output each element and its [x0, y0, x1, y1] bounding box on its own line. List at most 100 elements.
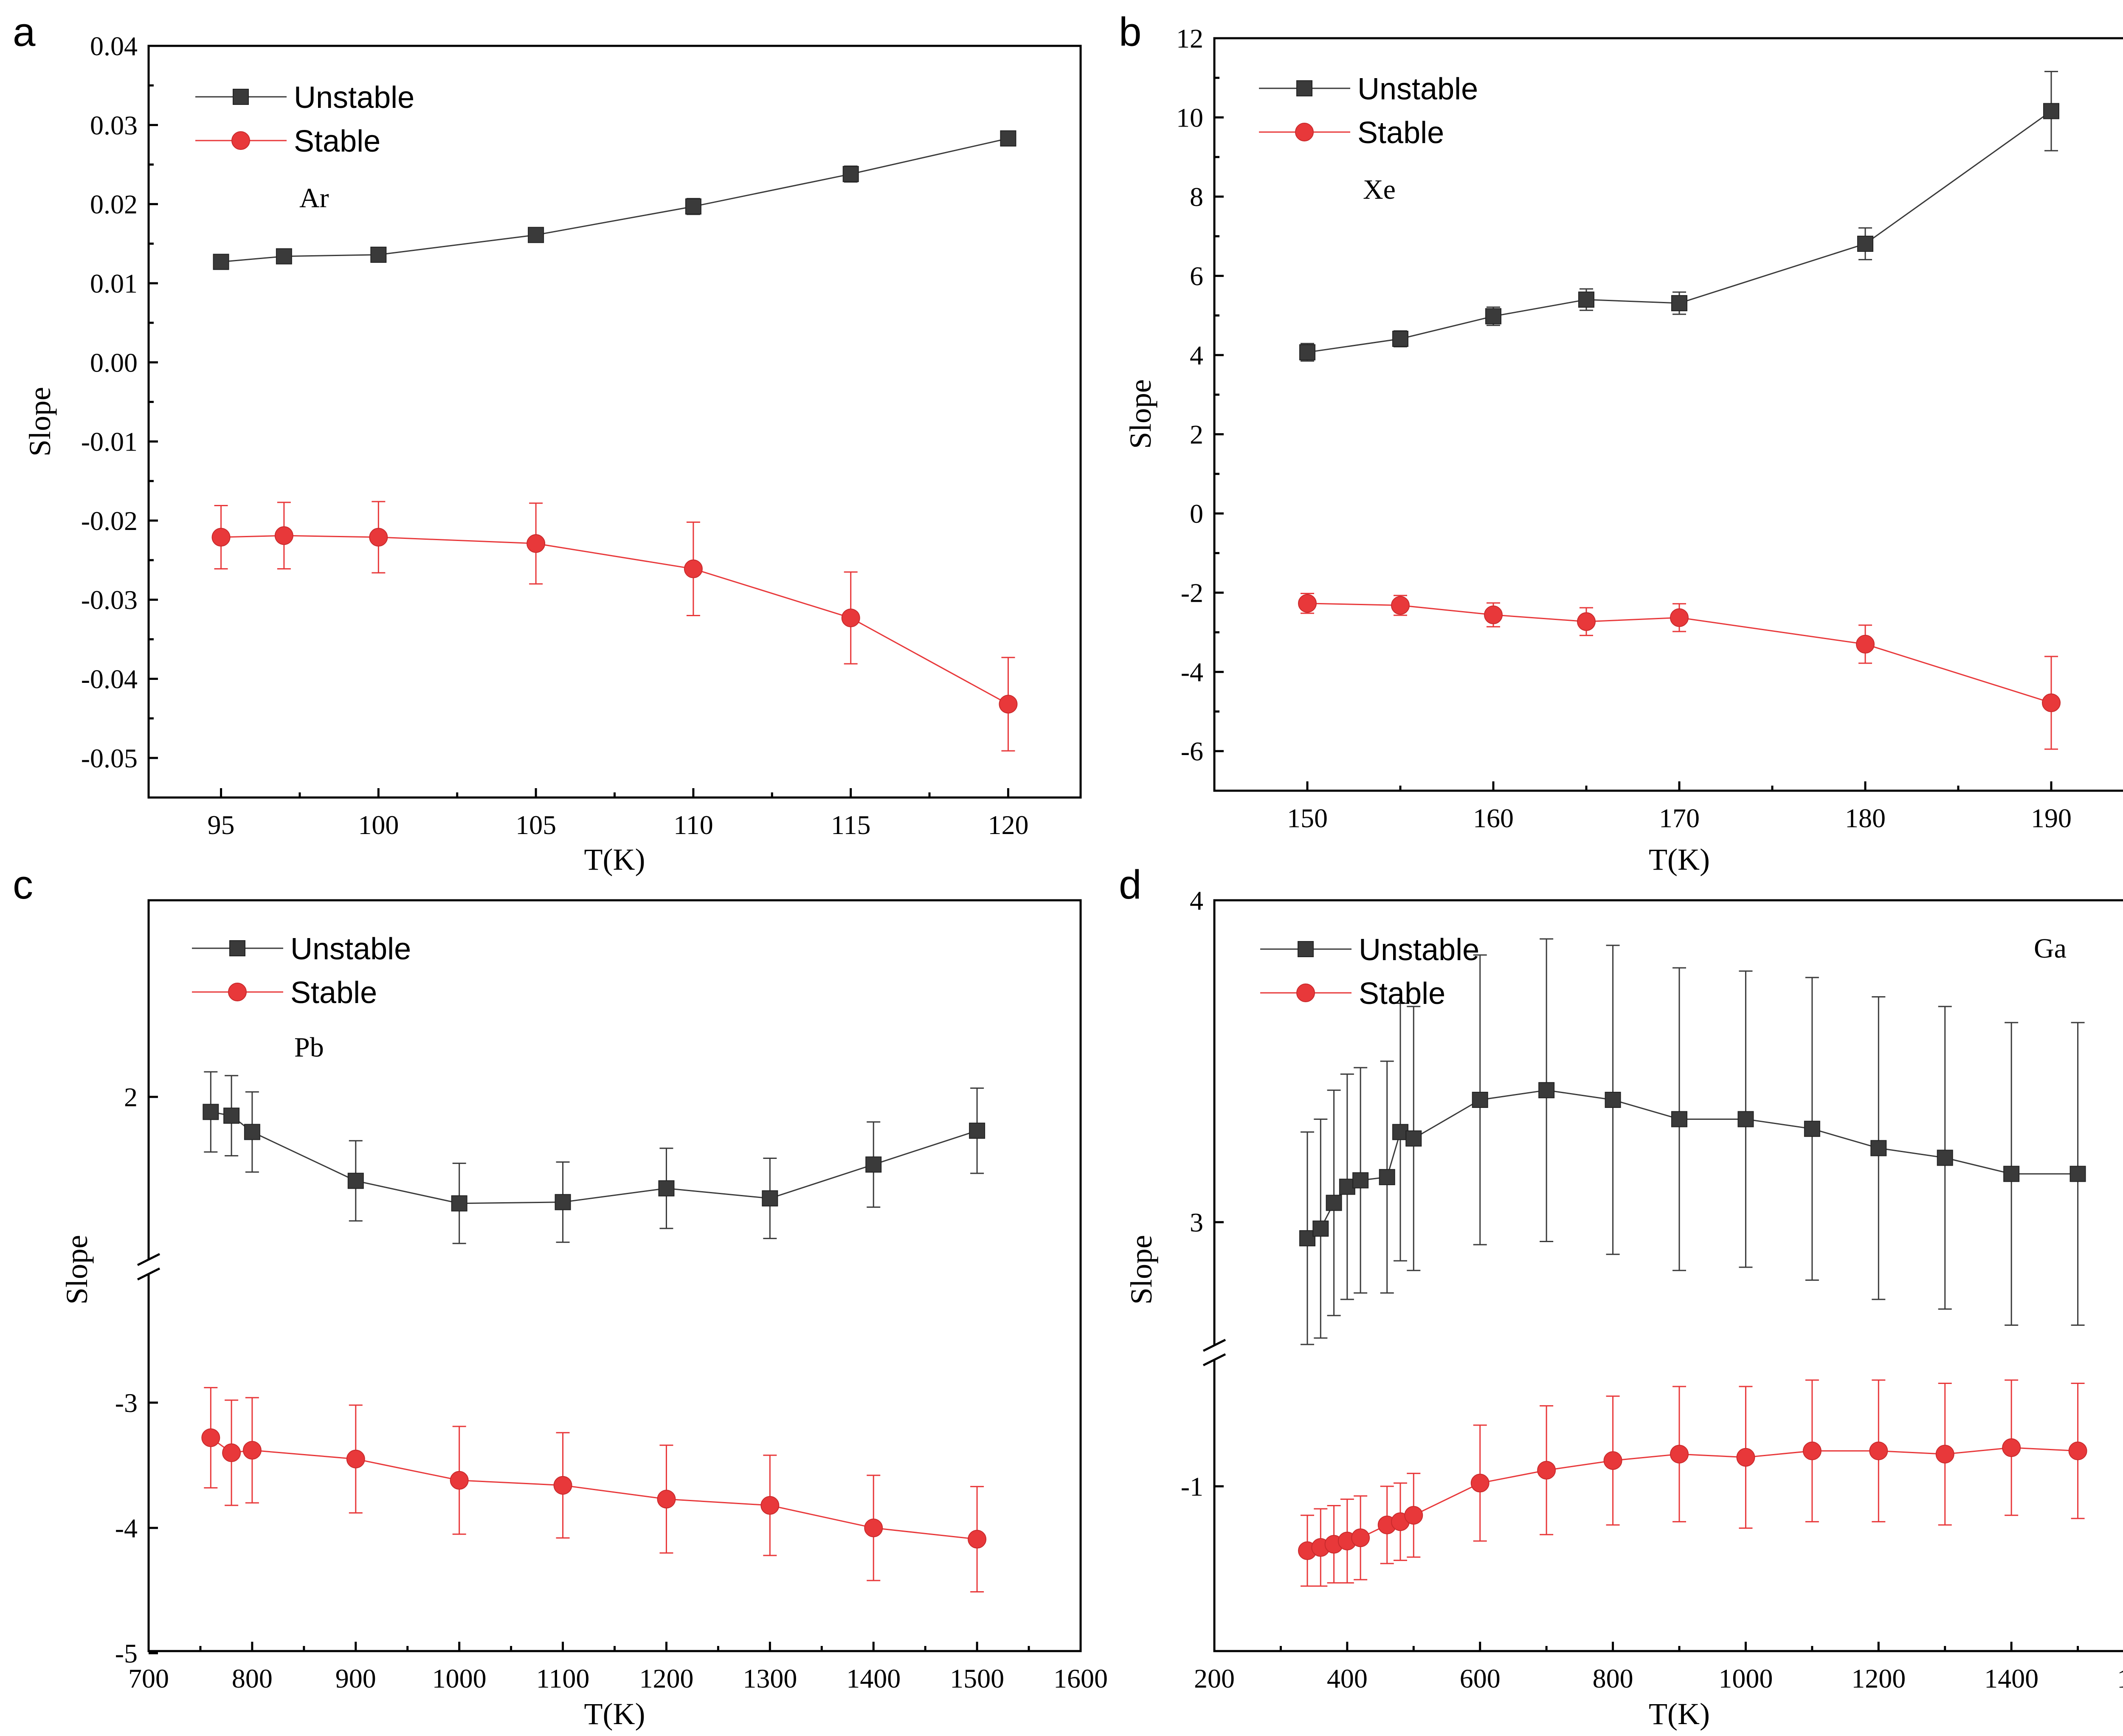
data-point: [527, 534, 546, 553]
data-point: [1326, 1195, 1342, 1211]
x-tick-label: 400: [1327, 1663, 1368, 1694]
data-point: [1857, 236, 1873, 252]
legend: Unstable Stable: [1259, 72, 1478, 150]
legend-marker: [229, 940, 245, 956]
data-point: [658, 1180, 675, 1197]
y-tick-label: 12: [1176, 23, 1203, 54]
data-point: [211, 528, 231, 547]
data-point: [1312, 1220, 1329, 1237]
y-tick-label: -0.03: [81, 585, 138, 615]
data-point: [244, 1124, 260, 1140]
series-unstable: [1299, 938, 2086, 1345]
element-annotation: Ga: [2034, 933, 2067, 964]
x-axis-label: T(K): [584, 843, 645, 876]
x-tick-label: 1000: [432, 1663, 487, 1694]
y-tick-label: -0.02: [81, 506, 138, 536]
x-tick-label: 1100: [536, 1663, 590, 1694]
series-line: [1307, 1089, 2078, 1239]
x-tick-label: 105: [515, 810, 556, 840]
x-tick-label: 700: [128, 1663, 169, 1694]
element-annotation: Ar: [299, 183, 329, 214]
x-tick-label: 180: [1845, 803, 1886, 833]
legend-label: Unstable: [1359, 933, 1479, 967]
x-axis-label: T(K): [584, 1697, 645, 1731]
axis-break-mark: [1202, 1353, 1226, 1367]
x-tick-label: 1600: [2117, 1663, 2123, 1694]
data-point: [2002, 1438, 2021, 1457]
series-unstable: [1299, 70, 2059, 362]
data-point: [1577, 612, 1596, 631]
legend-marker: [1296, 80, 1312, 96]
x-tick-label: 160: [1473, 803, 1514, 833]
x-axis-label: T(K): [1649, 1697, 1710, 1731]
element-annotation: Pb: [294, 1032, 324, 1063]
data-point: [1937, 1150, 1953, 1166]
x-tick-label: 800: [1593, 1663, 1633, 1694]
data-point: [1485, 308, 1501, 324]
x-tick-label: 1200: [1851, 1663, 1906, 1694]
data-point: [1578, 291, 1594, 308]
y-tick-label: 0: [1190, 499, 1203, 529]
y-tick-label: -0.05: [81, 743, 138, 773]
legend-marker: [228, 983, 247, 1001]
y-tick-label: 4: [1190, 885, 1203, 916]
y-tick-label: 3: [1190, 1207, 1203, 1237]
data-point: [1000, 130, 1016, 147]
legend: Unstable Stable: [195, 81, 414, 158]
data-point: [1605, 1091, 1621, 1108]
x-tick-label: 1300: [743, 1663, 797, 1694]
data-point: [762, 1190, 778, 1206]
legend-label: Stable: [290, 976, 377, 1010]
legend-marker: [1296, 984, 1315, 1002]
y-tick-label: 0.02: [90, 189, 138, 220]
y-tick-label: -0.01: [81, 427, 138, 457]
x-tick-label: 1400: [846, 1663, 901, 1694]
x-tick-label: 95: [208, 810, 235, 840]
y-tick-label: -6: [1181, 736, 1203, 767]
data-point: [450, 1471, 469, 1490]
legend-marker: [1295, 123, 1314, 141]
data-point: [222, 1443, 241, 1462]
data-point: [684, 559, 703, 578]
data-point: [1472, 1091, 1488, 1108]
data-point: [1298, 594, 1317, 613]
y-tick-label: 8: [1190, 182, 1203, 212]
x-tick-label: 200: [1194, 1663, 1235, 1694]
data-point: [1391, 596, 1410, 615]
data-point: [1379, 1169, 1395, 1185]
y-tick-label: -3: [115, 1388, 138, 1418]
data-point: [555, 1194, 571, 1210]
data-point: [1870, 1140, 1887, 1156]
panel-letter: d: [1119, 862, 1141, 907]
data-point: [1299, 344, 1315, 361]
data-point: [1804, 1121, 1820, 1137]
data-point: [760, 1496, 780, 1515]
y-tick-label: 6: [1190, 261, 1203, 291]
axis-break-mark: [1202, 1339, 1226, 1352]
data-point: [657, 1490, 676, 1509]
data-point: [1670, 1445, 1689, 1464]
data-point: [1299, 1230, 1315, 1246]
y-tick-label: -1: [1181, 1471, 1203, 1502]
data-point: [841, 609, 860, 628]
y-tick-label: 0.04: [90, 31, 138, 61]
x-tick-label: 1600: [1053, 1663, 1108, 1694]
series-stable: [211, 501, 1018, 752]
data-point: [213, 254, 229, 270]
data-point: [528, 227, 544, 243]
data-point: [203, 1104, 219, 1120]
legend-label: Stable: [1357, 116, 1444, 150]
data-point: [1736, 1448, 1755, 1467]
y-tick-label: -4: [1181, 657, 1203, 687]
data-point: [2003, 1166, 2020, 1182]
data-point: [1538, 1082, 1555, 1099]
data-point: [223, 1108, 240, 1124]
plot-frame: [147, 45, 1082, 799]
data-point: [1802, 1441, 1822, 1460]
legend-label: Unstable: [1357, 72, 1478, 106]
data-point: [451, 1195, 467, 1212]
x-tick-label: 120: [988, 810, 1028, 840]
data-point: [865, 1156, 882, 1173]
legend-label: Unstable: [290, 932, 411, 966]
